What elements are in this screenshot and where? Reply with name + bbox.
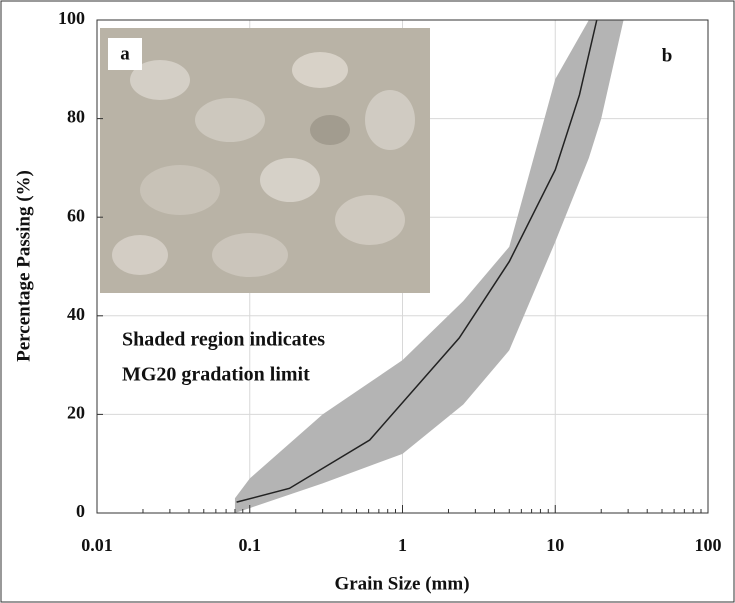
y-tick-label: 100 <box>58 8 85 28</box>
inset-photo: a <box>100 28 430 293</box>
stone <box>335 195 405 245</box>
gradation-curve <box>236 19 598 503</box>
y-tick-label: 20 <box>67 403 85 423</box>
y-tick-label: 80 <box>67 107 85 127</box>
x-tick-label: 100 <box>695 535 722 555</box>
x-tick-label: 1 <box>398 535 407 555</box>
stone <box>310 115 350 145</box>
x-tick-label: 10 <box>546 535 564 555</box>
x-axis-label: Grain Size (mm) <box>334 573 469 594</box>
x-tick-label: 0.01 <box>81 535 113 555</box>
stone <box>140 165 220 215</box>
stone <box>212 233 288 277</box>
y-tick-label: 60 <box>67 205 85 225</box>
panel-label-box <box>108 38 142 70</box>
line-layer <box>236 19 598 503</box>
y-tick-label: 40 <box>67 304 85 324</box>
annotation: Shaded region indicates <box>122 329 325 351</box>
panel-label: b <box>662 45 673 66</box>
stone <box>112 235 168 275</box>
stone <box>195 98 265 142</box>
y-tick-label: 0 <box>76 501 85 521</box>
annotation: MG20 gradation limit <box>122 364 310 386</box>
y-axis-label: Percentage Passing (%) <box>13 170 34 362</box>
x-tick-label: 0.1 <box>239 535 262 555</box>
stone <box>260 158 320 202</box>
stone <box>365 90 415 150</box>
stone <box>130 60 190 100</box>
stone <box>292 52 348 88</box>
panel-label: a <box>120 43 130 64</box>
